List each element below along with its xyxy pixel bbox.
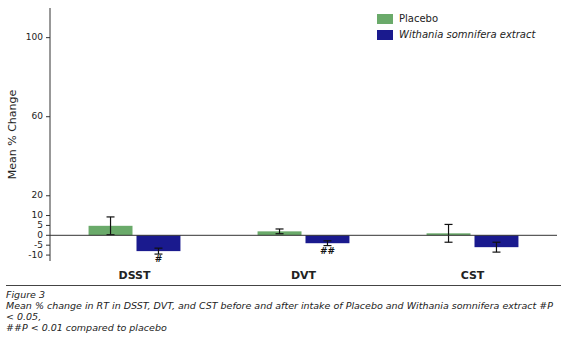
y-tick xyxy=(46,225,50,226)
error-cap xyxy=(154,248,162,249)
legend-swatch xyxy=(377,14,393,24)
error-bar xyxy=(107,217,115,235)
y-tick xyxy=(46,235,50,236)
y-tick-label: 60 xyxy=(32,111,44,121)
error-stem xyxy=(279,229,280,234)
error-bar xyxy=(323,241,331,246)
error-cap xyxy=(276,233,284,234)
error-stem xyxy=(327,241,328,246)
error-cap xyxy=(445,224,453,225)
caption-line: Figure 3 xyxy=(6,289,561,300)
legend: Placebo Withania somnifera extract xyxy=(377,13,536,40)
error-cap xyxy=(492,252,500,253)
y-tick xyxy=(46,116,50,117)
y-tick-label: 100 xyxy=(26,32,43,42)
legend-swatch xyxy=(377,30,393,40)
y-tick xyxy=(46,255,50,256)
y-tick xyxy=(46,195,50,196)
y-tick-label: 0 xyxy=(37,230,43,240)
zero-line xyxy=(50,235,557,236)
error-stem xyxy=(448,224,449,242)
x-tick-label: DVT xyxy=(291,269,317,282)
y-tick-label: 5 xyxy=(37,220,43,230)
bar xyxy=(137,235,181,251)
y-tick xyxy=(46,245,50,246)
error-cap xyxy=(323,240,331,241)
y-tick xyxy=(46,37,50,38)
y-axis xyxy=(50,8,51,261)
x-tick-label: DSST xyxy=(119,269,151,282)
error-cap xyxy=(107,216,115,217)
y-tick-label: 10 xyxy=(32,210,44,220)
y-tick xyxy=(46,215,50,216)
error-cap xyxy=(445,242,453,243)
y-label: Mean % Change xyxy=(6,90,19,180)
legend-label: Placebo xyxy=(399,13,438,24)
error-bar xyxy=(154,248,162,254)
y-tick-label: 20 xyxy=(32,190,44,200)
error-cap xyxy=(276,228,284,229)
error-stem xyxy=(496,242,497,252)
y-tick-label: -5 xyxy=(34,240,43,250)
annotation: ## xyxy=(320,246,335,256)
caption: Figure 3Mean % change in RT in DSST, DVT… xyxy=(6,285,561,333)
error-bar xyxy=(445,224,453,242)
x-tick-label: CST xyxy=(461,269,485,282)
error-bar xyxy=(492,242,500,252)
legend-label: Withania somnifera extract xyxy=(399,29,536,40)
y-tick-label: -10 xyxy=(28,250,43,260)
caption-line: Mean % change in RT in DSST, DVT, and CS… xyxy=(6,300,561,322)
annotation: # xyxy=(155,254,163,264)
caption-line: ##P < 0.01 compared to placebo xyxy=(6,322,561,333)
chart: -10-50510 20 60 100 Mean % Change DSST DVT CST #… xyxy=(0,0,567,285)
error-stem xyxy=(158,248,159,254)
error-cap xyxy=(492,242,500,243)
error-bar xyxy=(276,229,284,234)
error-stem xyxy=(110,217,111,235)
